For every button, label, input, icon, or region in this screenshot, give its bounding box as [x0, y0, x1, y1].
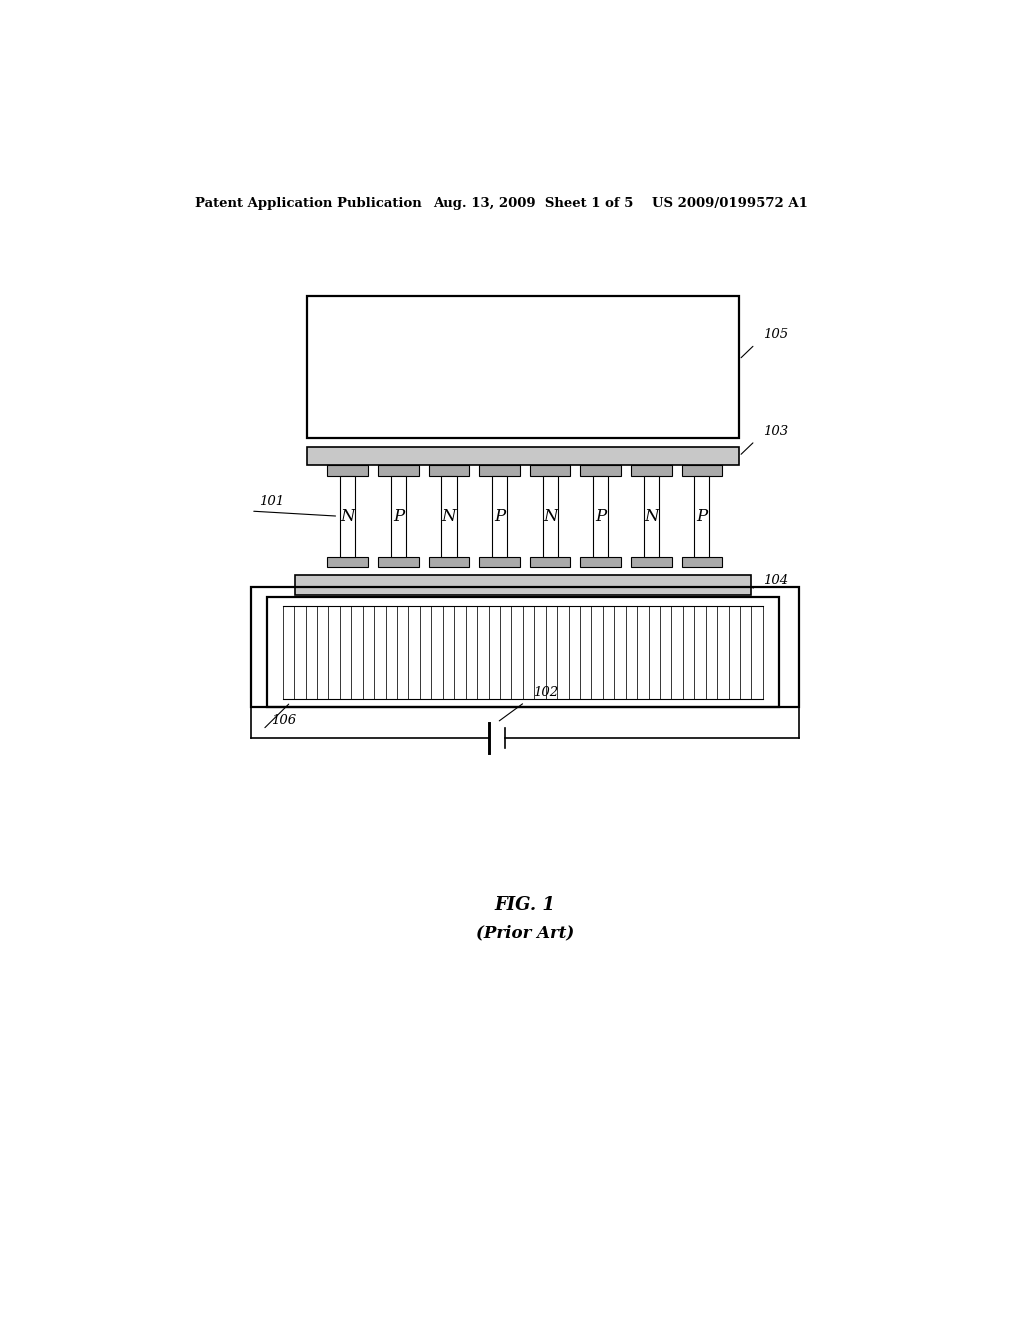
Text: P: P — [393, 508, 403, 524]
Bar — [529, 466, 570, 475]
Bar — [529, 557, 570, 568]
Text: 102: 102 — [532, 686, 558, 700]
Text: (Prior Art): (Prior Art) — [476, 924, 573, 941]
Text: FIG. 1: FIG. 1 — [495, 896, 555, 915]
Bar — [340, 475, 355, 557]
Text: 104: 104 — [763, 574, 788, 587]
Text: 101: 101 — [259, 495, 284, 508]
Bar — [251, 587, 799, 708]
Text: Aug. 13, 2009  Sheet 1 of 5: Aug. 13, 2009 Sheet 1 of 5 — [433, 197, 634, 210]
Bar — [378, 466, 419, 475]
Bar — [644, 475, 658, 557]
Bar — [492, 475, 507, 557]
Text: US 2009/0199572 A1: US 2009/0199572 A1 — [652, 197, 808, 210]
Bar — [631, 557, 672, 568]
Text: N: N — [340, 508, 355, 524]
Bar — [479, 466, 520, 475]
Text: 105: 105 — [763, 329, 788, 342]
Bar — [581, 466, 621, 475]
Bar — [306, 447, 739, 466]
Text: 103: 103 — [763, 425, 788, 438]
Bar — [328, 557, 368, 568]
Text: Patent Application Publication: Patent Application Publication — [196, 197, 422, 210]
Bar — [306, 296, 739, 438]
Bar — [378, 557, 419, 568]
Bar — [295, 576, 751, 595]
Bar — [328, 466, 368, 475]
Bar — [593, 475, 608, 557]
Text: P: P — [696, 508, 708, 524]
Bar — [441, 475, 457, 557]
Bar — [682, 557, 722, 568]
Bar — [682, 466, 722, 475]
Text: 106: 106 — [270, 714, 296, 726]
Bar — [581, 557, 621, 568]
Bar — [479, 557, 520, 568]
Text: P: P — [494, 508, 505, 524]
Bar — [429, 557, 469, 568]
Bar — [694, 475, 710, 557]
Bar — [267, 598, 778, 708]
Text: N: N — [543, 508, 557, 524]
Bar — [391, 475, 406, 557]
Bar — [543, 475, 558, 557]
Text: N: N — [644, 508, 658, 524]
Bar — [631, 466, 672, 475]
Text: N: N — [441, 508, 456, 524]
Text: P: P — [595, 508, 606, 524]
Bar — [429, 466, 469, 475]
